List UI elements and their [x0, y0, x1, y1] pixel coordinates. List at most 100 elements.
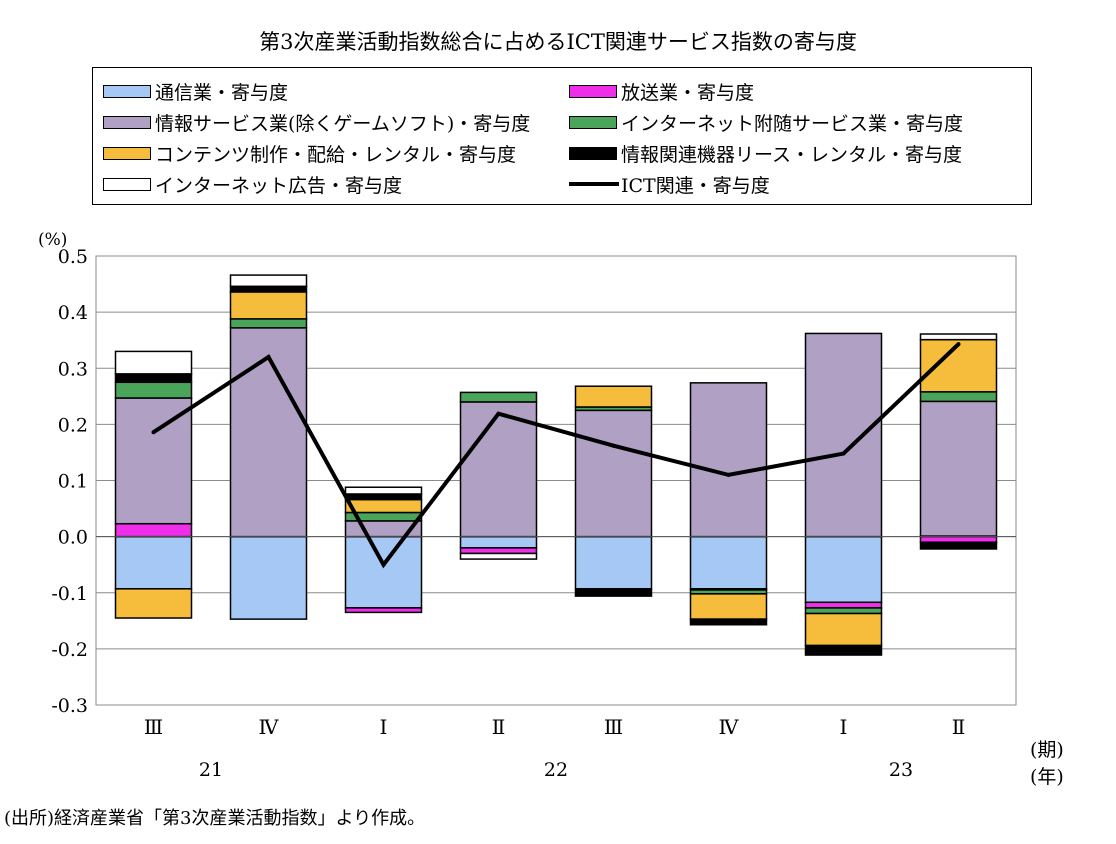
year-label: 23: [889, 759, 913, 781]
legend-item-telecom: 通信業・寄与度: [103, 78, 288, 104]
year-label: 21: [199, 759, 223, 781]
bar-segment: [919, 535, 998, 543]
x-tick-label: Ⅱ: [952, 715, 966, 739]
bar-segment: [114, 522, 193, 538]
bar-segment: [114, 350, 193, 375]
legend-item-broadcast: 放送業・寄与度: [569, 78, 754, 104]
legend-label-info-service: 情報サービス業(除くゲームソフト)・寄与度: [155, 112, 531, 135]
x-tick-label: Ⅱ: [492, 715, 506, 739]
bar-segment: [804, 612, 883, 647]
bar-segment: [114, 381, 193, 399]
legend-swatch-leasing: [569, 146, 617, 160]
bar-segment: [229, 535, 308, 620]
legend-label-content: コンテンツ制作・配給・レンタル・寄与度: [155, 143, 517, 166]
legend-label-broadcast: 放送業・寄与度: [621, 81, 755, 104]
year-axis-label: (年): [1030, 766, 1064, 788]
bar-segment: [229, 274, 308, 288]
bar-segment: [459, 391, 538, 403]
x-tick-label: Ⅰ: [380, 715, 388, 739]
ict-total-point: [611, 443, 616, 448]
bar-segment: [114, 373, 193, 384]
bar-segment: [689, 593, 768, 620]
period-axis-label: (期): [1030, 739, 1064, 761]
x-tick-label: Ⅳ: [719, 715, 740, 739]
legend-swatch-info-service: [103, 115, 151, 129]
x-tick-label: Ⅲ: [144, 715, 163, 739]
bar-segment: [804, 601, 883, 609]
bar-segment: [919, 400, 998, 537]
y-tick-label: 0.5: [58, 246, 88, 268]
bar-segment: [689, 618, 768, 626]
y-tick-label: 0.4: [58, 302, 88, 324]
bar-segment: [114, 588, 193, 619]
bar-segment: [344, 607, 423, 614]
legend-item-ict-total: ICT関連・寄与度: [569, 171, 770, 197]
legend-swatch-content: [103, 146, 151, 160]
bar-segment: [574, 409, 653, 538]
y-tick-label: -0.3: [51, 695, 88, 717]
bar-segment: [229, 291, 308, 320]
legend-swatch-telecom: [103, 84, 151, 98]
bar-segment: [114, 535, 193, 590]
ict-total-point: [496, 411, 501, 416]
bar-segment: [344, 493, 423, 501]
bar-segment: [689, 535, 768, 590]
ict-total-point: [726, 472, 731, 477]
bar-segment: [919, 333, 998, 341]
ict-total-point: [381, 562, 386, 567]
legend-swatch-broadcast: [569, 84, 617, 98]
y-unit-label: (%): [38, 230, 68, 250]
y-tick-label: 0.2: [58, 414, 88, 436]
bar-segment: [919, 338, 998, 393]
x-tick-label: Ⅳ: [259, 715, 280, 739]
bar-segment: [344, 535, 423, 609]
bar-segment: [229, 285, 308, 293]
legend-swatch-internet-service: [569, 115, 617, 129]
ict-total-line: [152, 342, 960, 569]
x-tick-label: Ⅲ: [604, 715, 623, 739]
legend-item-leasing: 情報関連機器リース・レンタル・寄与度: [569, 140, 962, 166]
bar-segment: [459, 547, 538, 555]
bar-segment: [919, 541, 998, 550]
legend-item-content: コンテンツ制作・配給・レンタル・寄与度: [103, 140, 516, 166]
legend-label-leasing: 情報関連機器リース・レンタル・寄与度: [621, 143, 963, 166]
legend-label-internet-service: インターネット附随サービス業・寄与度: [621, 112, 964, 135]
bar-segment: [114, 397, 193, 525]
ict-total-point: [151, 430, 156, 435]
ict-total-point: [266, 355, 271, 360]
legend-swatch-internet-ad: [103, 177, 151, 191]
ict-total-point: [956, 342, 961, 347]
legend-item-internet-ad: インターネット広告・寄与度: [103, 171, 402, 197]
legend-item-info-service: 情報サービス業(除くゲームソフト)・寄与度: [103, 109, 530, 135]
bar-segment: [229, 318, 308, 329]
legend-line-ict-total: [569, 182, 619, 186]
y-tick-label: -0.2: [51, 639, 88, 661]
ict-total-point: [841, 451, 846, 456]
bar-segment: [804, 644, 883, 656]
y-tick-label: -0.1: [51, 583, 88, 605]
bar-segment: [459, 552, 538, 560]
bar-segment: [804, 332, 883, 538]
legend: 通信業・寄与度 放送業・寄与度 情報サービス業(除くゲームソフト)・寄与度 イン…: [92, 67, 1032, 205]
bar-segment: [344, 498, 423, 514]
legend-label-ict-total: ICT関連・寄与度: [621, 174, 770, 197]
bar-segment: [574, 588, 653, 597]
bar-segment: [344, 486, 423, 495]
bar-segment: [689, 382, 768, 538]
bar-segment: [574, 535, 653, 590]
year-label: 22: [544, 759, 568, 781]
bar-segment: [804, 535, 883, 604]
bar-segment: [229, 327, 308, 538]
source-note: (出所)経済産業省「第3次産業活動指数」より作成。: [4, 808, 426, 829]
legend-label-telecom: 通信業・寄与度: [155, 81, 289, 104]
legend-item-internet-service: インターネット附随サービス業・寄与度: [569, 109, 963, 135]
bar-segment: [459, 535, 538, 549]
x-tick-label: Ⅰ: [840, 715, 848, 739]
y-tick-label: 0.0: [58, 527, 88, 549]
legend-label-internet-ad: インターネット広告・寄与度: [155, 174, 403, 197]
y-tick-label: 0.1: [58, 471, 88, 493]
chart-title: 第3次産業活動指数総合に占めるICT関連サービス指数の寄与度: [259, 30, 857, 54]
y-tick-label: 0.3: [58, 358, 88, 380]
bar-segment: [804, 607, 883, 615]
